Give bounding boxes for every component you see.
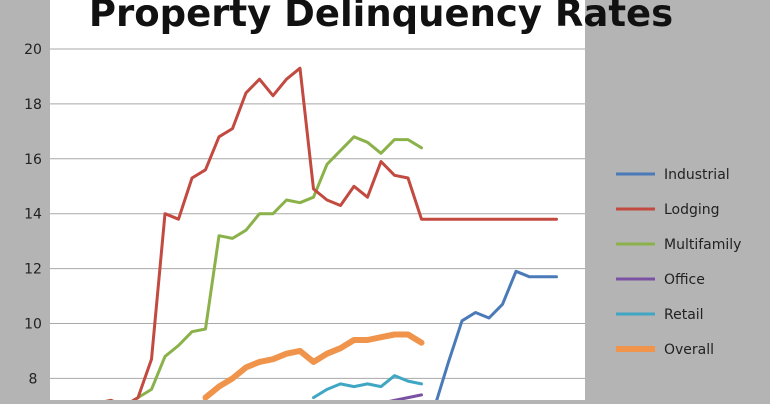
y-axis: 8 10 12 14 16 18 20 bbox=[24, 42, 42, 387]
legend-label-retail: Retail bbox=[664, 307, 704, 323]
y-tick-label: 16 bbox=[24, 152, 42, 168]
chart-title: Property Delinquency Rates bbox=[89, 0, 673, 35]
legend-label-industrial: Industrial bbox=[664, 167, 730, 183]
series-line-overall bbox=[202, 331, 425, 401]
y-tick-label: 10 bbox=[24, 317, 42, 333]
legend-label-office: Office bbox=[664, 272, 705, 288]
grid bbox=[50, 48, 585, 379]
legend-label-lodging: Lodging bbox=[664, 202, 720, 218]
series-line-industrial bbox=[433, 269, 558, 404]
series-line-multifamily bbox=[85, 135, 423, 404]
y-tick-label: 20 bbox=[24, 42, 42, 58]
y-tick-label: 14 bbox=[24, 207, 42, 223]
legend: Industrial Lodging Multifamily Office Retail… bbox=[616, 167, 741, 358]
series-line-retail bbox=[312, 374, 423, 400]
y-tick-label: 18 bbox=[24, 97, 42, 113]
y-tick-label: 12 bbox=[24, 262, 42, 278]
y-tick-label: 8 bbox=[29, 371, 38, 387]
legend-label-multifamily: Multifamily bbox=[664, 237, 741, 253]
series-line-lodging bbox=[85, 66, 558, 404]
plot-area bbox=[50, 0, 585, 400]
legend-label-overall: Overall bbox=[664, 342, 714, 358]
